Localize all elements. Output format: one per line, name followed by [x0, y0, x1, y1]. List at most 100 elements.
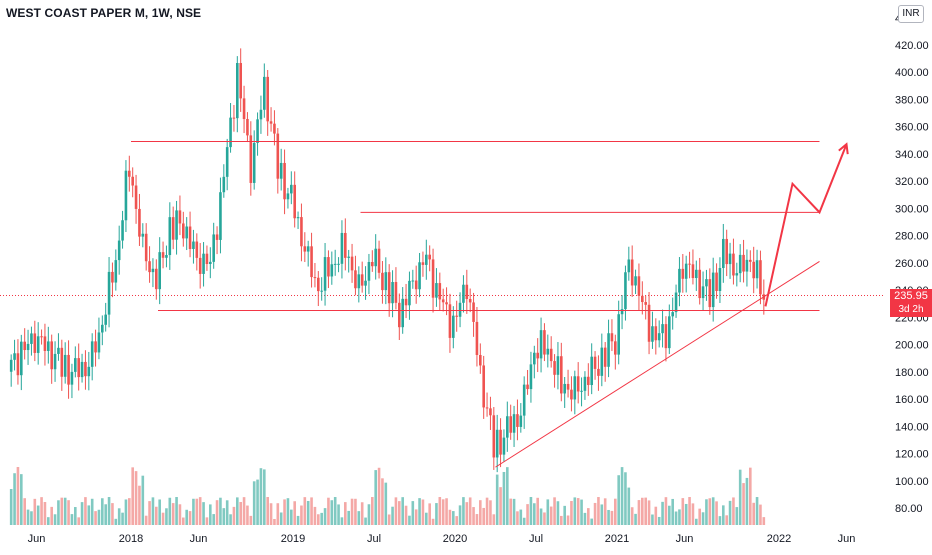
candle-body: [576, 376, 580, 392]
candle-body: [408, 280, 411, 306]
volume-bar: [239, 501, 242, 525]
y-tick-label: 260.00: [895, 258, 929, 270]
candle-body: [290, 184, 293, 194]
candle-body: [141, 233, 145, 237]
candle-body: [479, 354, 482, 366]
volume-bar: [269, 503, 273, 525]
candle-body: [188, 226, 192, 249]
candle-body: [340, 232, 344, 264]
volume-bar: [53, 514, 57, 525]
y-tick-label: 300.00: [895, 203, 929, 215]
candle-body: [600, 347, 604, 376]
volume-bar: [701, 512, 705, 525]
volume-bar: [468, 497, 472, 525]
volume-bar: [350, 498, 354, 525]
volume-bar: [624, 472, 627, 525]
candle-body: [509, 416, 512, 433]
candle-body: [448, 304, 452, 338]
candle-body: [273, 123, 276, 134]
volume-bar: [755, 497, 759, 525]
candle-body: [627, 259, 631, 273]
candle-body: [182, 223, 185, 239]
candle-body: [320, 290, 323, 292]
volume-bar: [364, 517, 367, 525]
x-tick-label: 2019: [281, 533, 305, 545]
candle-body: [516, 414, 519, 427]
candle-body: [84, 361, 87, 377]
candle-body: [74, 358, 77, 372]
candle-body: [43, 336, 47, 351]
last-price-value: 235.95: [894, 290, 928, 302]
volume-bar: [188, 511, 192, 525]
volume-bar: [50, 506, 53, 525]
y-tick-label: 340.00: [895, 149, 929, 161]
candle-body: [377, 248, 381, 273]
volume-bar: [141, 475, 145, 525]
candle-body: [104, 314, 107, 325]
candle-body: [155, 268, 158, 290]
candle-body: [495, 429, 499, 458]
candle-body: [566, 383, 570, 390]
candle-body: [512, 414, 516, 433]
volume-bar: [759, 504, 762, 525]
candle-body: [337, 263, 340, 265]
volume-bar: [80, 502, 84, 525]
projection-path: [764, 143, 848, 307]
volume-bar: [654, 506, 658, 525]
volume-bar: [404, 505, 408, 525]
volume-bar: [607, 509, 610, 525]
volume-bar: [273, 518, 276, 525]
candle-body: [23, 341, 26, 351]
volume-bar: [117, 508, 121, 525]
volume-bar: [479, 500, 482, 525]
volume-bar: [414, 509, 418, 525]
volume-bar: [546, 499, 550, 525]
volume-bar: [182, 517, 185, 525]
candle-body: [674, 292, 678, 313]
volume-bar: [495, 474, 499, 525]
candle-body: [661, 324, 664, 334]
candle-body: [742, 254, 745, 272]
volume-bar: [391, 506, 394, 525]
volume-bar: [691, 503, 695, 525]
volume-bar: [344, 502, 347, 525]
candle-body: [256, 119, 259, 143]
volume-bar: [512, 498, 516, 525]
volume-bar: [668, 505, 671, 525]
candle-body: [219, 192, 222, 240]
volume-bar: [502, 471, 506, 525]
candle-body: [701, 286, 705, 299]
candle-body: [90, 341, 94, 367]
candle-body: [684, 263, 688, 279]
candle-body: [647, 304, 651, 342]
candle-body: [546, 348, 550, 355]
volume-bar: [398, 501, 401, 525]
candle-body: [266, 76, 269, 122]
y-tick-label: 140.00: [895, 421, 929, 433]
volume-bar: [742, 483, 745, 525]
volume-bar: [252, 481, 256, 525]
candle-body: [134, 185, 138, 209]
candle-body: [151, 268, 155, 273]
candle-body: [664, 324, 668, 349]
candle-body: [384, 272, 388, 291]
volume-bar: [718, 516, 722, 525]
volume-bar: [151, 497, 155, 525]
candle-body: [570, 389, 573, 400]
x-tick-label: Jun: [190, 533, 208, 545]
candle-body: [276, 133, 280, 179]
candle-body: [536, 352, 539, 359]
currency-label[interactable]: INR: [898, 5, 924, 23]
volume-bar: [617, 475, 620, 525]
candle-body: [387, 272, 391, 304]
candle-body: [722, 238, 725, 269]
candle-body: [101, 324, 104, 333]
candle-body: [26, 343, 30, 351]
candle-body: [205, 253, 209, 265]
candle-body: [560, 356, 563, 394]
volume-bar: [74, 507, 77, 525]
candle-body: [263, 76, 266, 110]
volume-bar: [104, 504, 107, 525]
